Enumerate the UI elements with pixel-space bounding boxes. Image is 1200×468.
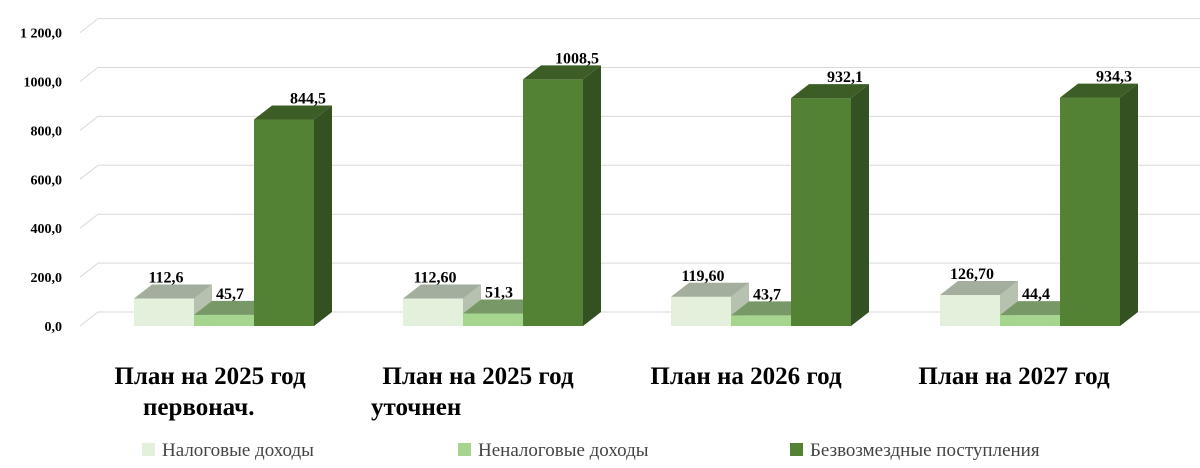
data-labels: 112,6 45,7 844,5 112,60 51,3 1008,5 119,60 43,7… [148, 50, 1132, 303]
data-label: 112,6 [148, 269, 183, 286]
bar [523, 65, 601, 326]
gridline [79, 262, 1200, 278]
bar [403, 284, 481, 326]
legend-label: Неналоговые доходы [478, 440, 649, 461]
category-label: План на 2025 год первонач. [114, 363, 306, 421]
data-label: 932,1 [827, 69, 863, 86]
data-label: 44,4 [1022, 286, 1050, 303]
category-labels: План на 2025 год первонач. План на 2025 го… [114, 363, 1110, 421]
bar [791, 84, 869, 326]
gridline [79, 164, 1200, 180]
category-label: План на 2026 год [650, 363, 842, 390]
bar [254, 105, 332, 327]
legend-swatch [142, 443, 155, 456]
data-label: 51,3 [485, 284, 513, 301]
data-label: 112,60 [413, 269, 456, 286]
bar [1060, 83, 1138, 326]
y-tick-label: 0,0 [45, 320, 63, 335]
data-label: 1008,5 [555, 50, 599, 67]
category-label: План на 2025 год уточнен [371, 363, 574, 421]
data-label: 119,60 [681, 268, 724, 285]
y-tick-label: 1000,0 [24, 76, 63, 91]
legend-item: Безвозмездные поступления [790, 440, 1040, 461]
data-label: 43,7 [753, 286, 781, 303]
gridline [79, 213, 1200, 229]
data-label: 844,5 [290, 91, 326, 108]
legend-item: Неналоговые доходы [458, 440, 649, 461]
gridlines [79, 18, 1200, 327]
y-tick-label: 200,0 [31, 271, 63, 286]
gridline [79, 115, 1200, 131]
legend-swatch [790, 443, 803, 456]
y-tick-label: 400,0 [31, 222, 63, 237]
gridline [79, 18, 1200, 33]
data-label: 934,3 [1096, 69, 1132, 86]
legend-swatch [458, 443, 471, 456]
y-axis-ticks: 0,0 200,0 400,0 600,0 800,0 1000,0 1 200,0 [20, 27, 62, 335]
legend: Налоговые доходы Неналоговые доходы Безвоз… [142, 440, 1040, 461]
y-tick-label: 600,0 [31, 173, 63, 188]
bars [134, 65, 1138, 327]
y-tick-label: 800,0 [31, 124, 63, 139]
data-label: 126,70 [950, 266, 994, 283]
legend-label: Налоговые доходы [162, 440, 314, 461]
legend-label: Безвозмездные поступления [810, 440, 1040, 461]
y-tick-label: 1 200,0 [20, 27, 62, 42]
category-label: План на 2027 год [918, 363, 1110, 390]
bar [940, 281, 1018, 326]
bar [671, 282, 749, 326]
bar [134, 284, 212, 326]
gridline [79, 67, 1200, 82]
legend-item: Налоговые доходы [142, 440, 314, 461]
data-label: 45,7 [216, 286, 244, 303]
